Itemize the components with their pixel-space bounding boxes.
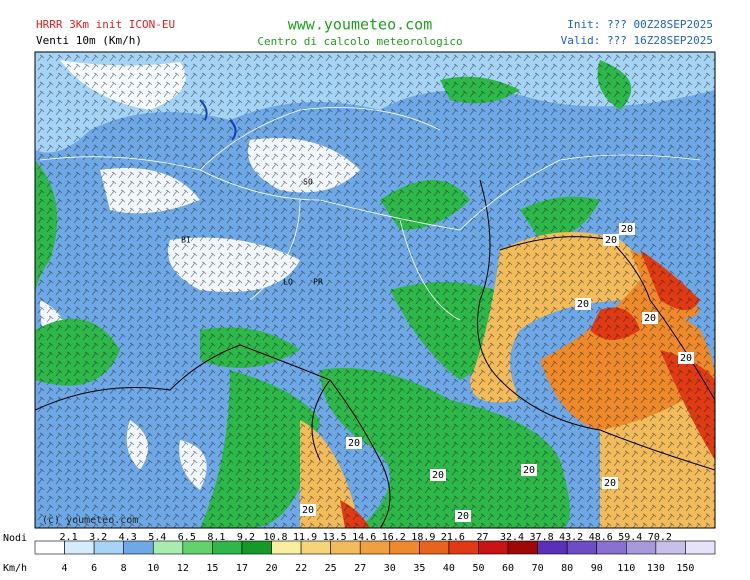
label-box [602,477,618,489]
color-legend: 4 6 8 10 12 15 17 20 22 25 27 30 35 40 50 60 70 80 90 110 13… [34,532,716,574]
contour-label: 20 [302,505,314,516]
knots-label: 32.4 [500,532,524,543]
city-label: SO [303,178,313,187]
contour-label: 20 [348,438,360,449]
label-box [678,352,694,364]
knots-label: 37.8 [530,532,554,543]
knots-label: 6.5 [178,532,196,543]
knots-label: 43.2 [559,532,583,543]
knots-label: 8.1 [207,532,225,543]
knots-unit: Nodi [3,533,27,544]
kmh-label: 90 [591,563,603,574]
contour-label: 20 [680,353,692,364]
kmh-unit: Km/h [3,563,27,574]
knots-label: 9.2 [237,532,255,543]
contour-label: 20 [577,299,589,310]
knots-label: 10.8 [263,532,287,543]
variable-label: Venti 10m (Km/h) [36,34,142,47]
kmh-label: 17 [236,563,248,574]
knots-label: 59.4 [618,532,642,543]
label-box [642,312,658,324]
kmh-label: 40 [443,563,455,574]
coastline [35,179,715,528]
kmh-label: 12 [177,563,189,574]
lake [199,99,237,141]
knots-label: 27 [476,532,488,543]
model-label: HRRR 3Km init ICON-EU [36,18,175,31]
kmh-label: 35 [413,563,425,574]
kmh-label: 22 [295,563,307,574]
kmh-label: 130 [647,563,665,574]
watermark: (c) youmeteo.com [42,515,138,526]
kmh-label: 70 [532,563,544,574]
contour-label: 20 [432,470,444,481]
label-box [300,504,316,516]
wind-barbs [35,52,715,528]
label-box [603,234,619,246]
knots-label: 4.3 [119,532,137,543]
kmh-label: 80 [561,563,573,574]
city-label: BI [181,236,191,245]
kmh-label: 4 [62,563,68,574]
knots-label: 5.4 [148,532,166,543]
site-title: www.youmeteo.com [288,16,433,34]
map-labels: 20 20 20 20 20 20 20 20 20 20 20 SO LO BI PR [181,178,694,522]
knots-label: 16.2 [382,532,406,543]
kmh-label: 25 [325,563,337,574]
label-box [521,464,537,476]
city-label: PR [313,278,323,287]
contour-label: 20 [523,465,535,476]
kmh-label: 6 [91,563,97,574]
label-box [455,510,471,522]
knots-label: 3.2 [89,532,107,543]
knots-label: 2.1 [60,532,78,543]
knots-label: 18.9 [411,532,435,543]
contour-label: 20 [605,235,617,246]
kmh-label: 50 [472,563,484,574]
valid-time: Valid: ??? 16Z28SEP2025 [561,34,713,47]
contour-label: 20 [457,511,469,522]
label-box [575,298,591,310]
kmh-label: 150 [676,563,694,574]
map [35,52,715,528]
site-subtitle: Centro di calcolo meteorologico [257,35,462,48]
knots-label: 21.6 [441,532,465,543]
kmh-label: 15 [206,563,218,574]
kmh-label: 60 [502,563,514,574]
kmh-label: 30 [384,563,396,574]
kmh-label: 27 [354,563,366,574]
kmh-label: 110 [617,563,635,574]
label-box [619,223,635,235]
init-time: Init: ??? 00Z28SEP2025 [567,18,713,31]
knots-label: 13.5 [323,532,347,543]
contour-label: 20 [644,313,656,324]
city-label: LO [283,278,293,287]
knots-label: 11.9 [293,532,317,543]
knots-label: 14.6 [352,532,376,543]
color-box [685,540,716,555]
map-frame [34,51,716,529]
border [39,107,701,321]
knots-label: 70.2 [648,532,672,543]
kmh-label: 20 [265,563,277,574]
kmh-label: 10 [147,563,159,574]
contour-label: 20 [621,224,633,235]
knots-label: 48.6 [589,532,613,543]
kmh-label: 8 [121,563,127,574]
contour-label: 20 [604,478,616,489]
label-box [430,469,446,481]
label-box [346,437,362,449]
